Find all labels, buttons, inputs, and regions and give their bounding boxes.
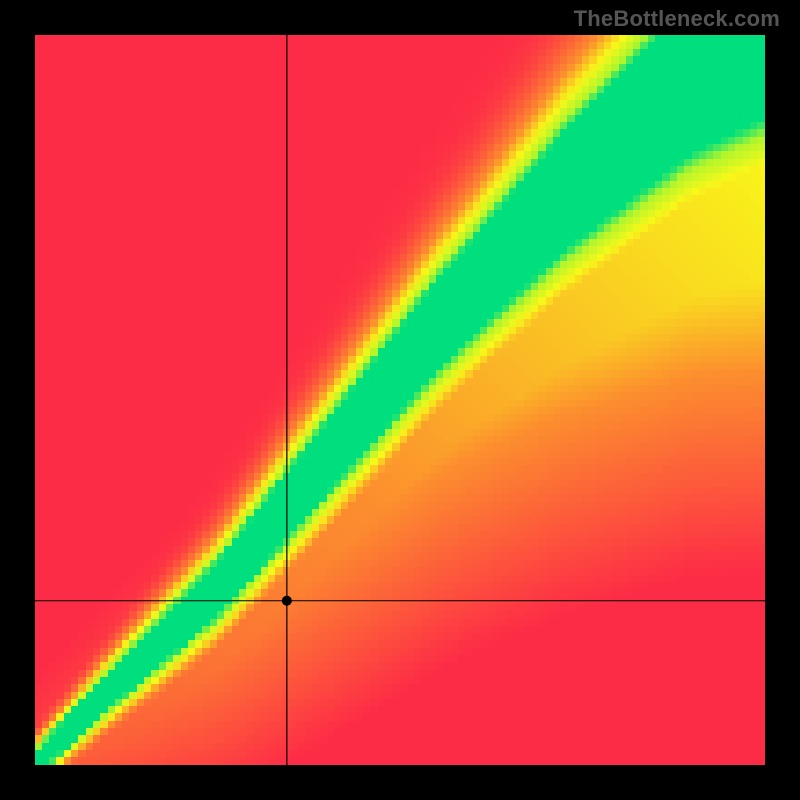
chart-container: TheBottleneck.com bbox=[0, 0, 800, 800]
watermark-label: TheBottleneck.com bbox=[574, 6, 780, 32]
bottleneck-heatmap bbox=[35, 35, 765, 765]
